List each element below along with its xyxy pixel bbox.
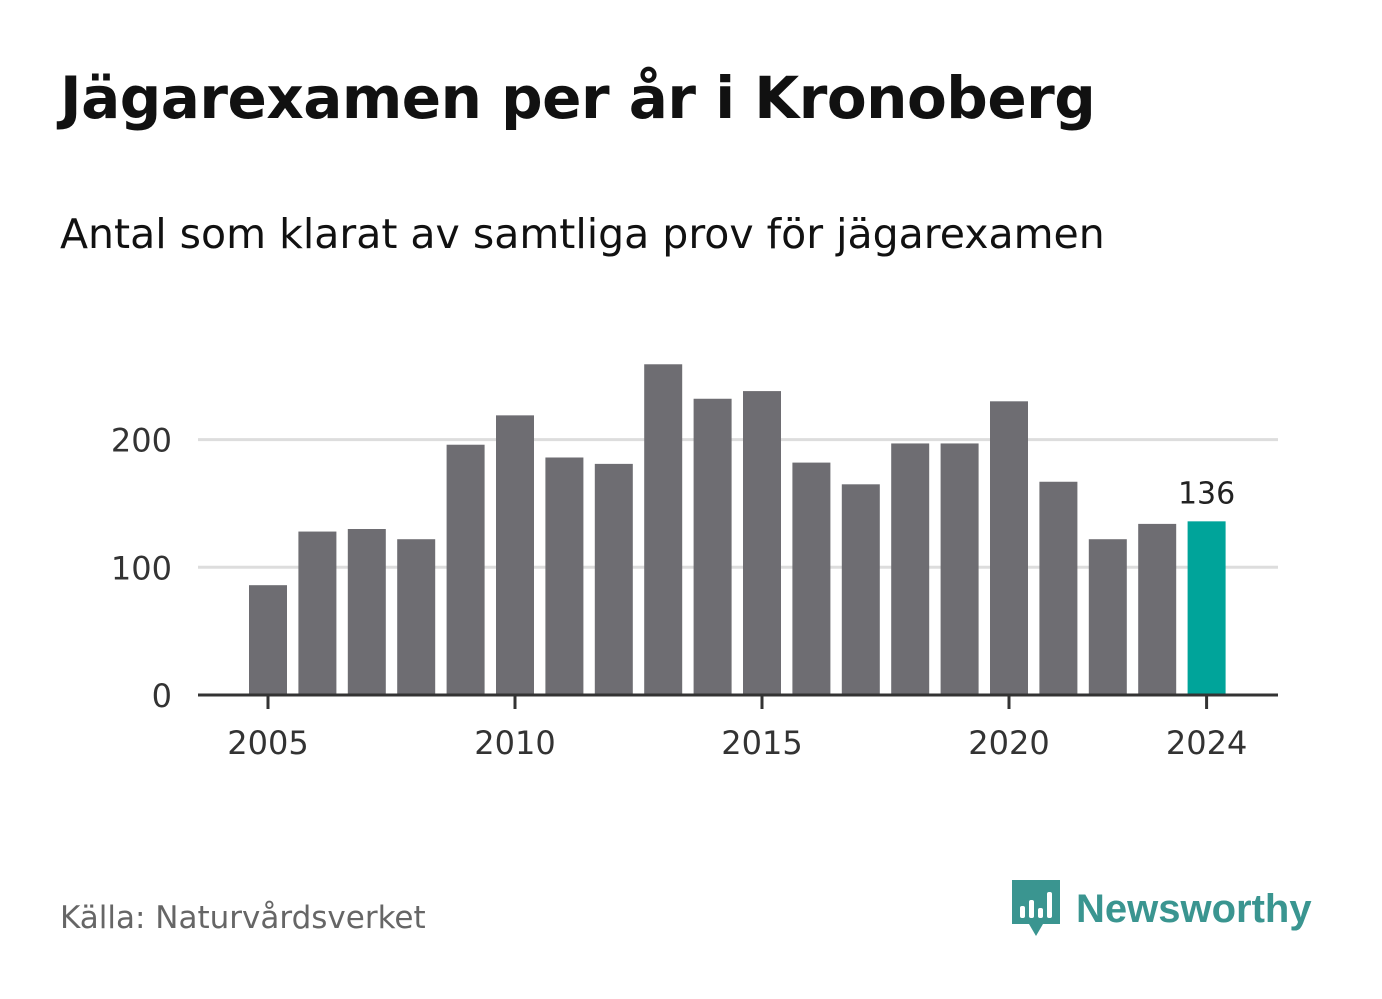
bar-2015 — [743, 391, 781, 695]
bar-2008 — [397, 539, 436, 695]
bar-2013 — [644, 364, 683, 695]
chart-title: Jägarexamen per år i Kronoberg — [60, 64, 1096, 132]
bar-2017 — [841, 484, 880, 695]
brand: Newsworthy — [1010, 876, 1312, 942]
bar-2011 — [545, 457, 584, 695]
bar-2006 — [298, 531, 337, 695]
newsworthy-logo-icon — [1012, 880, 1060, 936]
bar-2019 — [940, 443, 979, 695]
x-tick-label: 2015 — [721, 724, 802, 762]
bar-2014 — [693, 398, 732, 695]
bar-2005 — [249, 585, 287, 695]
y-tick-label: 200 — [111, 422, 172, 460]
bar-2016 — [792, 462, 831, 695]
chart-subtitle: Antal som klarat av samtliga prov för jä… — [60, 210, 1105, 258]
bar-2007 — [347, 529, 386, 695]
labels: 0 100 200 2005 2010 2015 2020 2024 136 — [111, 422, 1247, 762]
y-tick-label: 100 — [111, 549, 172, 587]
bars — [249, 364, 1226, 695]
bar-2023 — [1138, 523, 1177, 695]
brand-name: Newsworthy — [1076, 886, 1312, 931]
bar-2018 — [891, 443, 930, 695]
bar-2021 — [1039, 481, 1078, 695]
bar-2024 — [1187, 521, 1226, 695]
bar-2010 — [496, 415, 534, 695]
bar-2020 — [990, 401, 1028, 695]
bar-2009 — [446, 444, 485, 695]
highlight-value-label: 136 — [1178, 476, 1235, 511]
x-tick-label: 2010 — [474, 724, 555, 762]
x-tick-label: 2024 — [1166, 724, 1247, 762]
y-tick-label: 0 — [152, 677, 172, 715]
bar-2022 — [1088, 539, 1127, 695]
x-tick-label: 2005 — [227, 724, 308, 762]
axes — [198, 693, 1278, 709]
source-note: Källa: Naturvårdsverket — [60, 900, 426, 936]
x-tick-label: 2020 — [968, 724, 1049, 762]
bar-2012 — [594, 463, 633, 695]
